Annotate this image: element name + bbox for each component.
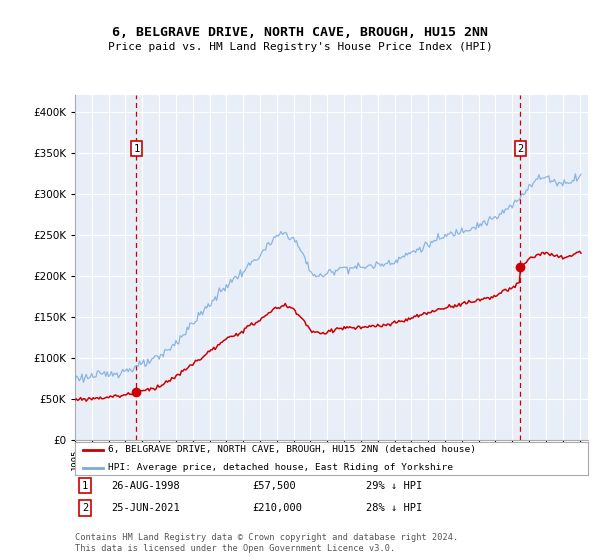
Text: Contains HM Land Registry data © Crown copyright and database right 2024.
This d: Contains HM Land Registry data © Crown c…	[75, 533, 458, 553]
Text: 1: 1	[82, 480, 88, 491]
Text: 1: 1	[133, 143, 140, 153]
Text: 25-JUN-2021: 25-JUN-2021	[111, 503, 180, 513]
Text: HPI: Average price, detached house, East Riding of Yorkshire: HPI: Average price, detached house, East…	[109, 463, 454, 472]
Text: Price paid vs. HM Land Registry's House Price Index (HPI): Price paid vs. HM Land Registry's House …	[107, 42, 493, 52]
Text: 26-AUG-1998: 26-AUG-1998	[111, 480, 180, 491]
Text: £57,500: £57,500	[252, 480, 296, 491]
Text: 6, BELGRAVE DRIVE, NORTH CAVE, BROUGH, HU15 2NN (detached house): 6, BELGRAVE DRIVE, NORTH CAVE, BROUGH, H…	[109, 445, 476, 454]
Text: 2: 2	[517, 143, 524, 153]
Text: 2: 2	[82, 503, 88, 513]
Text: 28% ↓ HPI: 28% ↓ HPI	[366, 503, 422, 513]
Text: 29% ↓ HPI: 29% ↓ HPI	[366, 480, 422, 491]
Text: £210,000: £210,000	[252, 503, 302, 513]
Text: 6, BELGRAVE DRIVE, NORTH CAVE, BROUGH, HU15 2NN: 6, BELGRAVE DRIVE, NORTH CAVE, BROUGH, H…	[112, 26, 488, 39]
